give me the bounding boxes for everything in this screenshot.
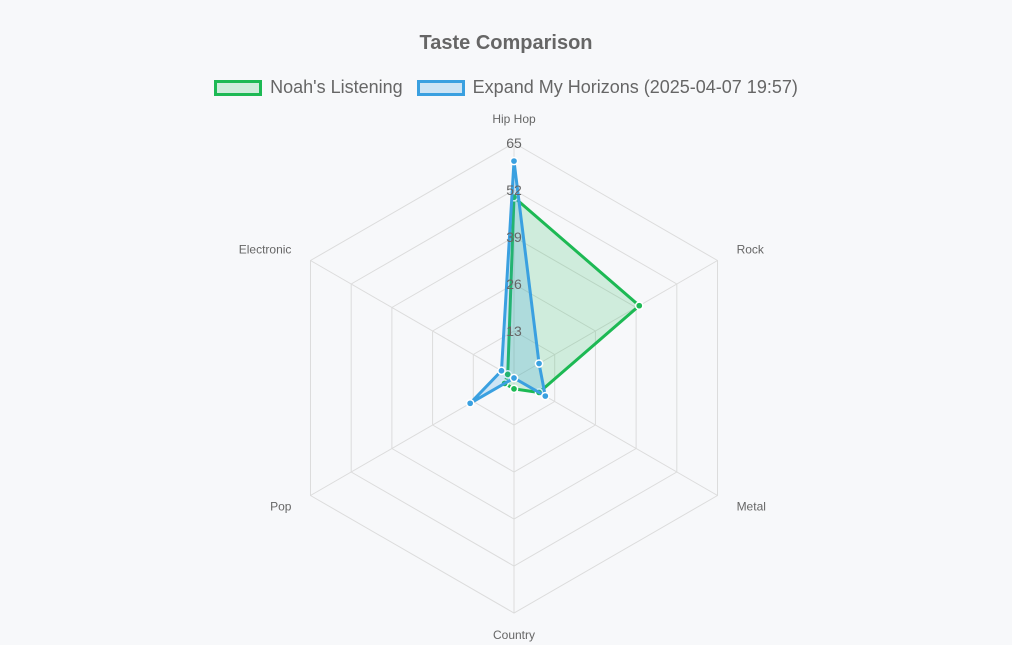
tick-label-65: 65: [506, 135, 522, 151]
axis-label-hip-hop: Hip Hop: [492, 112, 536, 126]
legend-swatch-expand: [416, 79, 465, 96]
axis-label-rock: Rock: [737, 243, 765, 257]
series-2-point-metal: [540, 391, 550, 401]
legend-label-noah: Noah's Listening: [270, 77, 403, 97]
series-2-point-country: [509, 373, 519, 383]
series-1-point-country: [509, 384, 519, 394]
axis-label-pop: Pop: [270, 500, 292, 514]
axis-label-country: Country: [493, 628, 535, 642]
tick-label-26: 26: [506, 276, 522, 292]
radar-axis-labels: Hip Hop Rock Metal Country Pop Electronic: [239, 112, 766, 642]
tick-label-13: 13: [506, 323, 522, 339]
series-2-point-electronic: [497, 366, 506, 376]
legend-swatch-noah: [214, 79, 263, 96]
tick-label-39: 39: [506, 229, 522, 245]
chart-title: Taste Comparison: [419, 32, 593, 54]
axis-label-electronic: Electronic: [239, 243, 292, 257]
chart-legend: Noah's Listening Expand My Horizons (202…: [0, 77, 1012, 98]
series-2-point-hip-hop: [509, 156, 519, 166]
legend-item-expand[interactable]: Expand My Horizons (2025-04-07 19:57): [416, 77, 798, 98]
legend-label-expand: Expand My Horizons (2025-04-07 19:57): [472, 77, 798, 97]
series-2-point-rock: [534, 359, 544, 368]
axis-label-metal: Metal: [737, 500, 766, 514]
series-2-point-pop: [465, 398, 475, 408]
radar-ticks: 13 26 39 52 65: [506, 135, 522, 339]
legend-item-noah[interactable]: Noah's Listening: [214, 77, 403, 98]
series-1-point-electronic: [503, 370, 513, 379]
grid-spoke-6: [310, 260, 515, 379]
radar-series: [465, 156, 644, 408]
grid-spoke-2: [513, 260, 718, 379]
tick-label-52: 52: [506, 182, 522, 198]
series-1-point-rock: [634, 301, 644, 311]
